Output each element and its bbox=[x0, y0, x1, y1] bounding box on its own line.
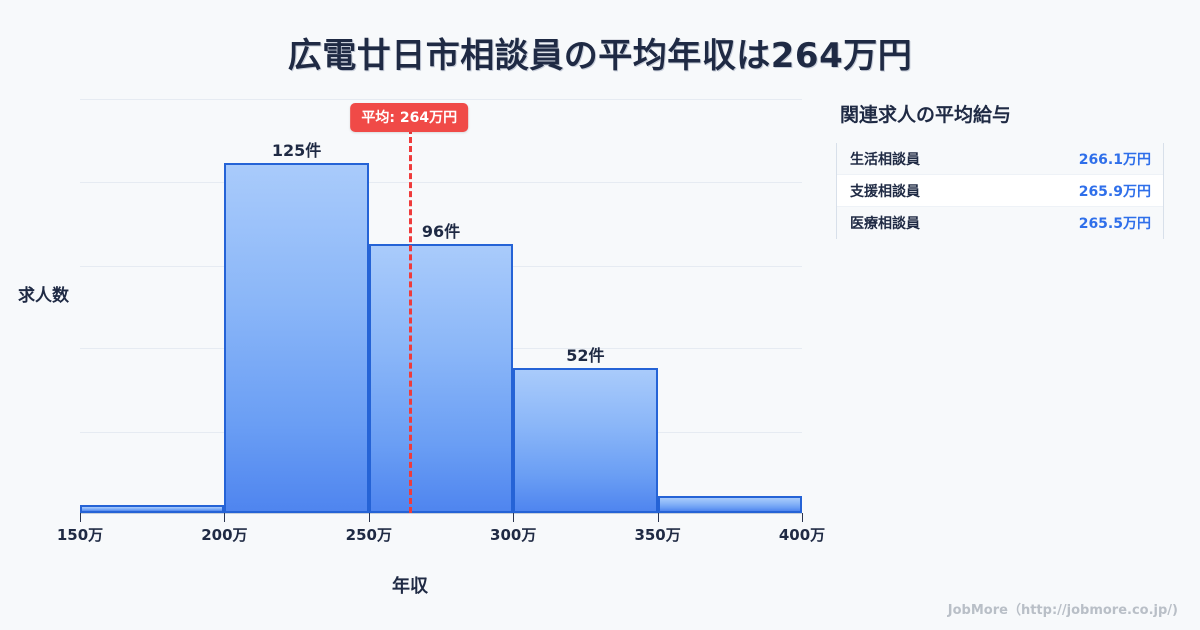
x-axis-tick-label: 200万 bbox=[201, 526, 248, 544]
x-axis-tick-label: 300万 bbox=[490, 526, 537, 544]
histogram-bar bbox=[368, 244, 514, 513]
related-salary-panel: 関連求人の平均給与 生活相談員 266.1万円支援相談員 265.9万円医療相談員 2… bbox=[836, 100, 1166, 239]
table-row: 生活相談員 266.1万円 bbox=[837, 143, 1163, 175]
histogram-bar bbox=[513, 367, 658, 513]
table-row: 医療相談員 265.5万円 bbox=[837, 207, 1163, 239]
average-badge: 平均: 264万円 bbox=[350, 103, 469, 132]
x-axis-tick-label: 400万 bbox=[778, 526, 826, 544]
average-line bbox=[409, 128, 413, 513]
related-salary-table: 生活相談員 266.1万円支援相談員 265.9万円医療相談員 265.5万円 bbox=[836, 143, 1164, 239]
x-axis-tick-label: 250万 bbox=[345, 526, 392, 544]
gridline bbox=[80, 99, 802, 100]
histogram-bar bbox=[80, 505, 225, 513]
panel-title: 関連求人の平均給与 bbox=[840, 104, 1012, 126]
watermark: JobMore（http://jobmore.co.jp/) bbox=[947, 603, 1178, 618]
table-row: 支援相談員 265.9万円 bbox=[837, 175, 1163, 207]
page-title: 広電廿日市相談員の平均年収は264万円 bbox=[287, 36, 913, 76]
histogram-bar bbox=[224, 163, 369, 513]
x-axis-tick bbox=[802, 513, 803, 522]
bars-layer bbox=[80, 99, 802, 513]
bar-value-label: 52件 bbox=[566, 345, 605, 365]
x-axis-tick bbox=[224, 513, 226, 522]
x-axis-tick-label: 350万 bbox=[634, 526, 681, 544]
histogram-chart: 125件 96件 52件 150万 200万 250万 300万 350万 400万 平均: … bbox=[18, 99, 825, 597]
bar-value-label: 96件 bbox=[421, 222, 461, 242]
table-row-name: 支援相談員 bbox=[850, 183, 920, 200]
histogram-bar bbox=[657, 496, 802, 513]
x-axis-tick bbox=[513, 513, 515, 522]
x-axis-tick bbox=[368, 513, 370, 522]
bar-value-label: 125件 bbox=[271, 141, 322, 161]
table-row-name: 医療相談員 bbox=[850, 216, 920, 232]
x-axis-tick bbox=[80, 513, 81, 522]
x-axis-tick bbox=[657, 513, 659, 522]
table-row-value: 265.5万円 bbox=[1078, 216, 1151, 232]
x-axis-tick-label: 150万 bbox=[56, 526, 104, 544]
x-axis-title: 年収 bbox=[392, 576, 428, 597]
table-row-value: 266.1万円 bbox=[1078, 151, 1151, 168]
table-row-value: 265.9万円 bbox=[1078, 183, 1151, 200]
table-row-name: 生活相談員 bbox=[850, 151, 920, 168]
x-axis-baseline bbox=[80, 513, 803, 514]
y-axis-label: 求人数 bbox=[18, 286, 69, 306]
gridline bbox=[80, 182, 802, 183]
